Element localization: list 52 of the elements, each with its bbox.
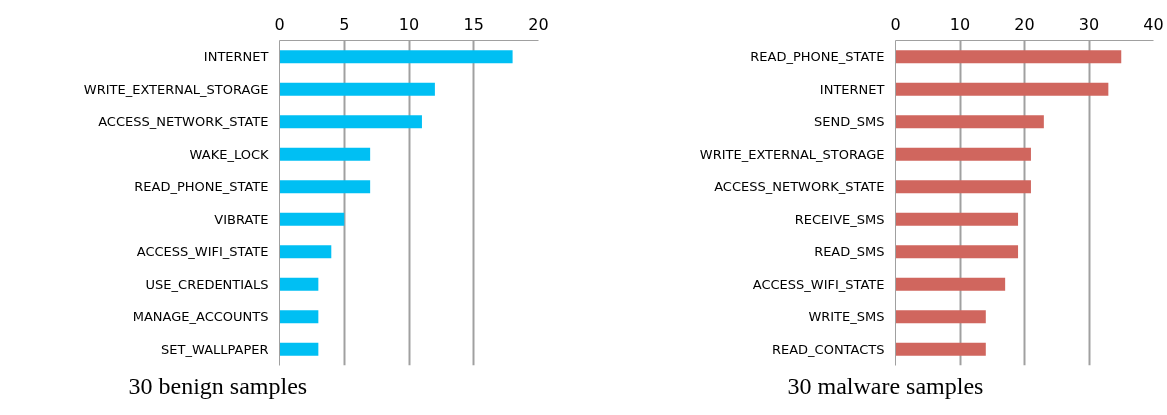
x-tick-label: 10: [949, 14, 971, 34]
y-tick-label: WAKE_LOCK: [189, 146, 269, 162]
y-tick-label: SET_WALLPAPER: [161, 341, 269, 357]
bar: [279, 245, 332, 259]
y-tick-label: WRITE_SMS: [808, 309, 885, 325]
bar: [279, 277, 319, 291]
x-tick-label: 5: [339, 14, 350, 34]
text: 30 malware samples: [787, 372, 984, 399]
x-tick-label: 30: [1078, 14, 1100, 34]
bar: [895, 245, 1019, 259]
bar: [279, 310, 319, 324]
x-tick-label: 15: [463, 14, 484, 34]
y-tick-label: WRITE_EXTERNAL_STORAGE: [699, 146, 885, 162]
y-tick-label: MANAGE_ACCOUNTS: [132, 309, 269, 325]
y-tick-label: ACCESS_NETWORK_STATE: [98, 114, 269, 130]
x-tick-label: 40: [1143, 14, 1164, 34]
y-tick-label: READ_SMS: [814, 244, 885, 260]
x-tick-label: 20: [528, 14, 549, 34]
y-tick-label: ACCESS_WIFI_STATE: [136, 244, 269, 260]
bar: [279, 82, 435, 96]
bar: [279, 50, 513, 64]
y-tick-label: INTERNET: [203, 49, 269, 65]
y-tick-label: RECEIVE_SMS: [794, 211, 885, 227]
y-tick-label: ACCESS_WIFI_STATE: [752, 276, 885, 292]
x-tick-label: 0: [274, 14, 285, 34]
y-tick-label: ACCESS_NETWORK_STATE: [714, 179, 885, 195]
bar: [895, 82, 1109, 96]
bar: [895, 50, 1122, 64]
y-tick-label: INTERNET: [819, 81, 885, 97]
bar: [279, 115, 422, 129]
y-tick-label: WRITE_EXTERNAL_STORAGE: [83, 81, 269, 97]
bar: [895, 115, 1044, 129]
bar: [279, 212, 345, 226]
text: 30 benign samples: [128, 372, 308, 399]
x-tick-label: 0: [890, 14, 901, 34]
bar: [279, 342, 319, 356]
bar: [895, 147, 1031, 161]
bar: [895, 310, 986, 324]
x-tick-label: 10: [398, 14, 420, 34]
y-tick-label: USE_CREDENTIALS: [145, 276, 269, 292]
bar: [279, 180, 371, 194]
y-tick-label: READ_CONTACTS: [771, 341, 885, 357]
bar: [279, 147, 371, 161]
bar: [895, 342, 986, 356]
bar: [895, 180, 1031, 194]
bar: [895, 277, 1006, 291]
x-tick-label: 20: [1014, 14, 1035, 34]
bar: [895, 212, 1019, 226]
y-tick-label: SEND_SMS: [814, 114, 885, 130]
y-tick-label: READ_PHONE_STATE: [750, 49, 885, 65]
y-tick-label: VIBRATE: [214, 211, 269, 227]
y-tick-label: READ_PHONE_STATE: [134, 179, 269, 195]
